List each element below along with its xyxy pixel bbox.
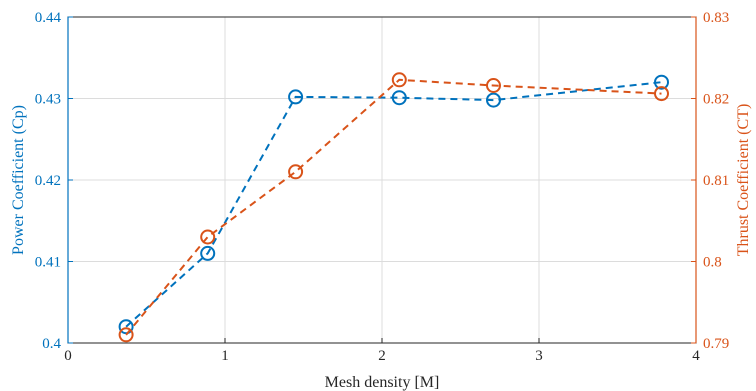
left-y-tick-label: 0.44 bbox=[35, 10, 62, 26]
left-y-tick-label: 0.4 bbox=[42, 336, 61, 352]
right-axis-series bbox=[118, 72, 669, 343]
left-axis-series bbox=[118, 74, 669, 335]
right-y-tick-label: 0.83 bbox=[703, 10, 729, 26]
x-tick-label: 0 bbox=[64, 348, 72, 364]
left-series-marker bbox=[288, 89, 304, 105]
right-series-marker bbox=[200, 229, 216, 245]
left-y-tick-label: 0.41 bbox=[35, 255, 61, 271]
right-y-tick-label: 0.82 bbox=[703, 92, 729, 108]
left-series-marker bbox=[654, 74, 669, 90]
left-y-tick-label: 0.43 bbox=[35, 92, 61, 108]
left-y-axis-title: Power Coefficient (Cp) bbox=[10, 105, 27, 255]
left-series-marker bbox=[391, 90, 407, 106]
right-y-tick-label: 0.81 bbox=[703, 173, 729, 189]
x-tick-label: 1 bbox=[221, 348, 229, 364]
right-y-axis-title: Thrust Coefficient (CT) bbox=[735, 104, 752, 257]
left-series-line bbox=[125, 81, 662, 328]
right-series-marker bbox=[118, 327, 134, 343]
left-series-marker bbox=[200, 245, 216, 261]
x-axis-title: Mesh density [M] bbox=[325, 374, 440, 391]
right-series-marker bbox=[288, 164, 304, 180]
x-tick-label: 4 bbox=[692, 348, 700, 364]
right-series-marker bbox=[654, 86, 669, 102]
right-y-tick-label: 0.8 bbox=[703, 255, 722, 271]
left-series-marker bbox=[118, 319, 134, 335]
right-y-tick-label: 0.79 bbox=[703, 336, 729, 352]
right-series-line bbox=[125, 78, 662, 336]
x-tick-label: 3 bbox=[535, 348, 543, 364]
axes-layer: 0 1 2 3 4 0.4 0.41 0.42 0.43 0.44 0.79 0.8 0.81 0.82 0… bbox=[35, 10, 730, 364]
left-series-marker bbox=[486, 92, 501, 108]
left-y-tick-label: 0.42 bbox=[35, 173, 61, 189]
series-layer bbox=[118, 72, 669, 343]
x-tick-label: 2 bbox=[378, 348, 386, 364]
right-series-marker bbox=[391, 72, 407, 88]
right-series-marker bbox=[486, 78, 501, 93]
